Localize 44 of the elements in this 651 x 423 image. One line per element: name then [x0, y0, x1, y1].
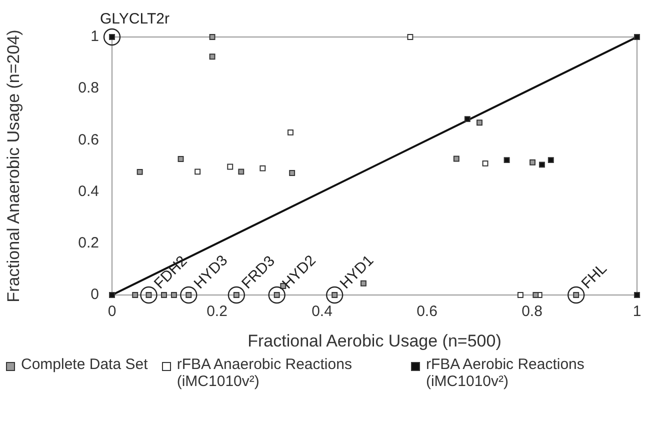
y-tick-label: 0.8 — [78, 80, 99, 97]
point — [260, 165, 266, 172]
legend-label: rFBA Anaerobic Reactions (iMC1010v²) — [176, 356, 353, 390]
point — [170, 292, 177, 298]
point — [504, 157, 510, 164]
point — [548, 157, 554, 164]
x-tick-label: 0.8 — [522, 303, 542, 320]
point — [407, 34, 414, 40]
x-tick-label: 1 — [632, 303, 642, 320]
y-tick-label: 0.6 — [78, 131, 99, 148]
y-axis-title: Fractional Anaerobic Usage (n=204) — [4, 30, 23, 302]
legend-label: Complete Data Set — [21, 356, 148, 373]
point — [476, 120, 482, 126]
point — [209, 54, 216, 60]
point — [178, 156, 184, 162]
point — [209, 34, 216, 40]
x-tick-label: 0.2 — [206, 303, 228, 320]
x-tick-label: 0.6 — [416, 303, 438, 320]
point — [194, 168, 201, 175]
point — [238, 168, 244, 175]
point — [136, 168, 143, 175]
point — [132, 292, 138, 298]
point — [532, 292, 539, 298]
point — [482, 160, 488, 166]
point — [530, 159, 536, 166]
y-tick-label: 0 — [90, 286, 99, 304]
legend-label: rFBA Aerobic Reactions (iMC1010v²) — [426, 356, 586, 390]
point — [161, 292, 167, 298]
point — [288, 129, 294, 136]
x-tick-label: 0.4 — [312, 303, 332, 320]
y-tick-label: 0.4 — [78, 182, 99, 200]
annotation: FHL — [578, 260, 610, 292]
point — [539, 162, 545, 168]
point — [289, 170, 296, 176]
point — [453, 156, 460, 162]
annotation: GLYCLT2r — [100, 10, 170, 28]
point — [227, 164, 234, 170]
y-tick-label: 0.2 — [78, 234, 99, 252]
x-axis-title: Fractional Aerobic Usage (n=500) — [248, 331, 502, 350]
point — [464, 116, 470, 122]
point — [634, 292, 640, 298]
x-tick-label: 0 — [108, 303, 116, 320]
point — [517, 292, 524, 298]
y-tick-label: 1 — [90, 28, 99, 46]
